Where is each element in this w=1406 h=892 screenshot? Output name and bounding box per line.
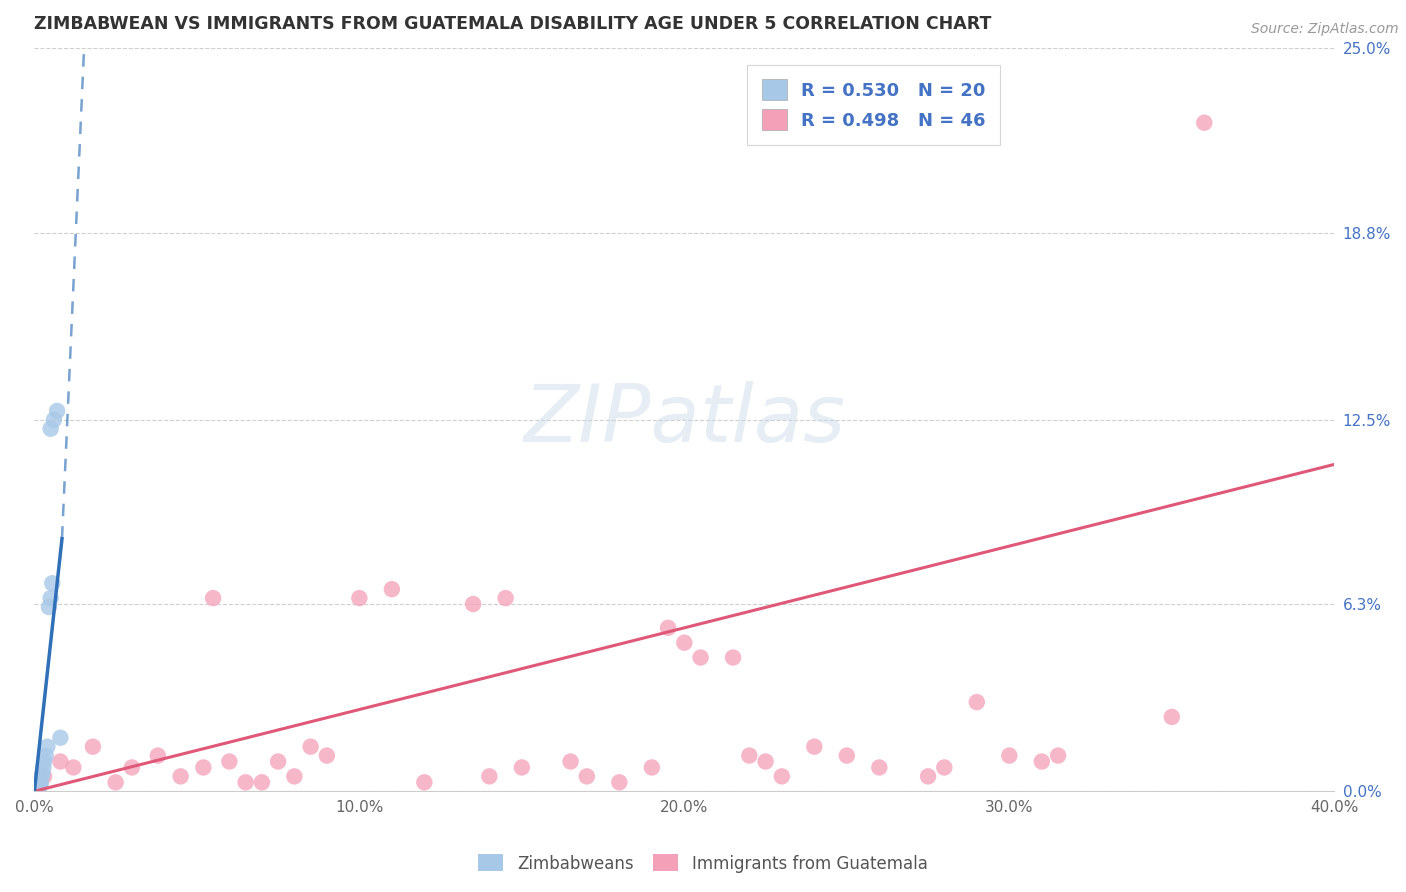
Point [413, 775, 436, 789]
Point [607, 775, 630, 789]
Point [560, 755, 582, 769]
Point [27, 781, 49, 796]
Point [315, 748, 337, 763]
Point [575, 769, 598, 783]
Point [934, 760, 956, 774]
Point [803, 739, 825, 754]
Point [641, 760, 664, 774]
Point [770, 769, 793, 783]
Point [25, 781, 48, 796]
Text: Source: ZipAtlas.com: Source: ZipAtlas.com [1251, 22, 1399, 37]
Point [104, 775, 127, 789]
Point [495, 591, 517, 606]
Point [966, 695, 988, 709]
Point [1031, 755, 1053, 769]
Point [689, 650, 711, 665]
Point [42, 413, 65, 427]
Point [721, 650, 744, 665]
Point [755, 755, 778, 769]
Point [218, 755, 240, 769]
Point [32, 769, 55, 783]
Point [250, 775, 273, 789]
Point [461, 597, 484, 611]
Point [299, 739, 322, 754]
Point [62, 760, 84, 774]
Point [202, 591, 225, 606]
Point [673, 635, 696, 649]
Point [37, 739, 59, 754]
Point [738, 748, 761, 763]
Point [38, 600, 60, 615]
Point [349, 591, 371, 606]
Point [46, 404, 69, 418]
Point [30, 778, 52, 792]
Point [267, 755, 290, 769]
Point [82, 739, 104, 754]
Legend: Zimbabweans, Immigrants from Guatemala: Zimbabweans, Immigrants from Guatemala [472, 847, 934, 880]
Point [31, 769, 53, 783]
Point [28, 780, 51, 794]
Point [30, 775, 52, 789]
Point [25, 782, 48, 797]
Point [39, 422, 62, 436]
Point [35, 748, 58, 763]
Point [283, 769, 305, 783]
Point [510, 760, 533, 774]
Point [27, 778, 49, 792]
Point [41, 576, 63, 591]
Point [32, 755, 55, 769]
Point [121, 760, 143, 774]
Point [835, 748, 858, 763]
Text: ZIPatlas: ZIPatlas [523, 381, 845, 458]
Point [1047, 748, 1070, 763]
Point [32, 760, 55, 774]
Point [1160, 710, 1182, 724]
Point [49, 755, 72, 769]
Point [39, 591, 62, 606]
Point [868, 760, 890, 774]
Point [917, 769, 939, 783]
Point [998, 748, 1021, 763]
Point [146, 748, 169, 763]
Point [381, 582, 404, 597]
Point [169, 769, 191, 783]
Point [193, 760, 215, 774]
Legend: R = 0.530   N = 20, R = 0.498   N = 46: R = 0.530 N = 20, R = 0.498 N = 46 [747, 65, 1000, 145]
Text: ZIMBABWEAN VS IMMIGRANTS FROM GUATEMALA DISABILITY AGE UNDER 5 CORRELATION CHART: ZIMBABWEAN VS IMMIGRANTS FROM GUATEMALA … [34, 15, 991, 33]
Point [31, 766, 53, 780]
Point [478, 769, 501, 783]
Point [235, 775, 257, 789]
Point [1194, 116, 1216, 130]
Point [49, 731, 72, 745]
Point [657, 621, 679, 635]
